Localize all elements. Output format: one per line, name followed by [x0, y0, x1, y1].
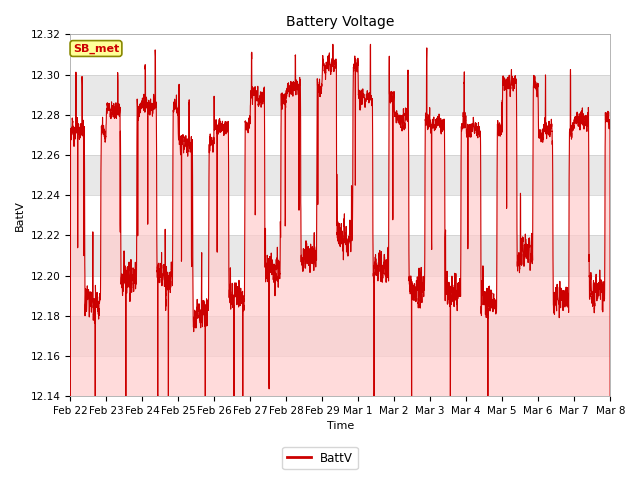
Bar: [70, 356, 611, 396]
Bar: [70, 235, 611, 276]
X-axis label: Time: Time: [326, 421, 354, 432]
Text: SB_met: SB_met: [73, 43, 119, 54]
Bar: [70, 276, 611, 316]
Bar: [70, 155, 611, 195]
Bar: [70, 195, 611, 235]
Title: Battery Voltage: Battery Voltage: [286, 15, 394, 29]
Bar: [70, 316, 611, 356]
Legend: BattV: BattV: [282, 447, 358, 469]
Bar: [70, 74, 611, 115]
Bar: [70, 35, 611, 74]
Y-axis label: BattV: BattV: [15, 200, 25, 231]
Bar: [70, 115, 611, 155]
